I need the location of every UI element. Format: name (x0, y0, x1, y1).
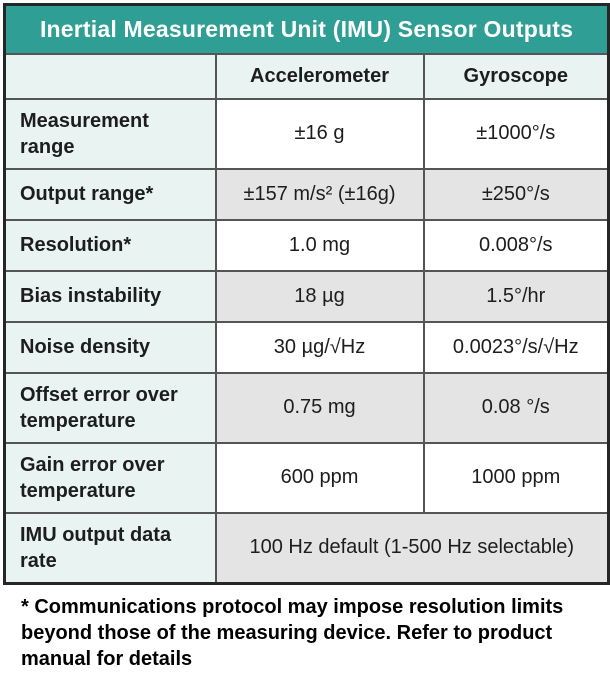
column-header-accelerometer: Accelerometer (214, 52, 425, 100)
row-label: Output range* (3, 167, 217, 221)
gyroscope-value: 1000 ppm (422, 441, 610, 514)
gyroscope-value: 0.08 °/s (422, 371, 610, 444)
row-label: IMU output data rate (3, 511, 217, 584)
accelerometer-value: 30 µg/√Hz (214, 320, 425, 374)
table-row: Resolution* 1.0 mg 0.008°/s (3, 218, 610, 272)
table-title: Inertial Measurement Unit (IMU) Sensor O… (3, 3, 610, 55)
accelerometer-value: 1.0 mg (214, 218, 425, 272)
row-label: Measurement range (3, 97, 217, 170)
row-label: Gain error over temperature (3, 441, 217, 514)
row-label: Bias instability (3, 269, 217, 323)
imu-spec-table: Inertial Measurement Unit (IMU) Sensor O… (3, 3, 610, 585)
table-row: Noise density 30 µg/√Hz 0.0023°/s/√Hz (3, 320, 610, 374)
gyroscope-value: ±250°/s (422, 167, 610, 221)
table-row: Offset error over temperature 0.75 mg 0.… (3, 371, 610, 444)
accelerometer-value: 18 µg (214, 269, 425, 323)
imu-output-data-rate-value: 100 Hz default (1-500 Hz selectable) (214, 511, 610, 584)
table-title-row: Inertial Measurement Unit (IMU) Sensor O… (3, 3, 610, 55)
table-row: Output range* ±157 m/s² (±16g) ±250°/s (3, 167, 610, 221)
table-row: Measurement range ±16 g ±1000°/s (3, 97, 610, 170)
accelerometer-value: ±16 g (214, 97, 425, 170)
accelerometer-value: ±157 m/s² (±16g) (214, 167, 425, 221)
gyroscope-value: 0.0023°/s/√Hz (422, 320, 610, 374)
column-header-gyroscope: Gyroscope (422, 52, 610, 100)
row-label: Offset error over temperature (3, 371, 217, 444)
table-row: Gain error over temperature 600 ppm 1000… (3, 441, 610, 514)
footnote: * Communications protocol may impose res… (21, 595, 564, 670)
row-label: Resolution* (3, 218, 217, 272)
accelerometer-value: 600 ppm (214, 441, 425, 514)
gyroscope-value: 1.5°/hr (422, 269, 610, 323)
column-header-row: Accelerometer Gyroscope (3, 52, 610, 100)
gyroscope-value: ±1000°/s (422, 97, 610, 170)
table-row-imu-output-data-rate: IMU output data rate 100 Hz default (1-5… (3, 511, 610, 584)
accelerometer-value: 0.75 mg (214, 371, 425, 444)
row-label: Noise density (3, 320, 217, 374)
corner-cell (3, 52, 217, 100)
table-row: Bias instability 18 µg 1.5°/hr (3, 269, 610, 323)
gyroscope-value: 0.008°/s (422, 218, 610, 272)
